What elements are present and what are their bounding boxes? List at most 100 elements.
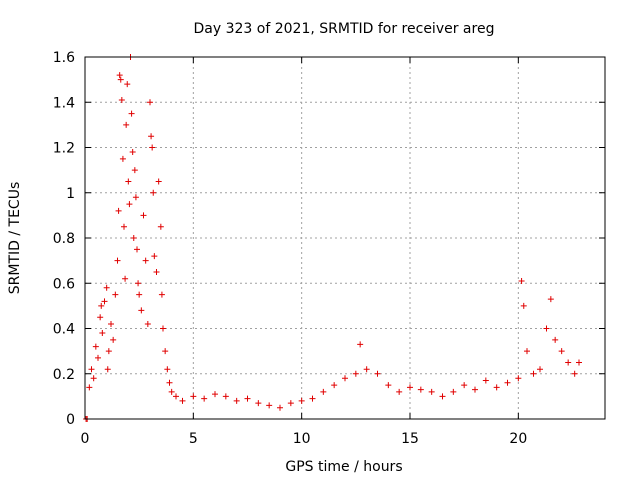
data-point xyxy=(123,121,130,128)
data-point xyxy=(160,325,166,332)
data-point xyxy=(309,395,316,402)
data-point xyxy=(179,397,186,404)
data-point xyxy=(565,359,572,366)
data-point xyxy=(407,384,413,391)
data-point xyxy=(168,388,175,395)
data-point xyxy=(439,393,446,400)
data-point xyxy=(212,391,218,398)
data-point xyxy=(518,277,525,284)
y-tick-label: 1 xyxy=(66,186,75,202)
data-point xyxy=(147,99,153,106)
data-point xyxy=(131,167,138,174)
data-point xyxy=(122,275,129,282)
data-point xyxy=(134,246,140,253)
x-axis-label: GPS time / hours xyxy=(285,459,402,475)
data-point xyxy=(97,314,104,321)
data-point xyxy=(149,144,156,151)
data-point xyxy=(277,404,283,411)
data-point xyxy=(342,375,348,382)
data-point xyxy=(166,379,173,386)
data-point xyxy=(320,388,327,395)
data-point xyxy=(142,257,149,264)
y-tick-label: 0.8 xyxy=(53,231,75,247)
data-point xyxy=(126,201,133,208)
data-point xyxy=(255,400,262,407)
data-point xyxy=(121,223,127,230)
grid-lines xyxy=(85,57,605,419)
data-point xyxy=(543,325,550,332)
data-point xyxy=(138,307,145,314)
data-point xyxy=(155,178,162,185)
data-point xyxy=(151,253,158,260)
data-point xyxy=(520,302,527,309)
data-point xyxy=(98,302,105,309)
data-point xyxy=(450,388,457,395)
data-point xyxy=(129,149,136,156)
data-point xyxy=(428,388,435,395)
y-tick-label: 1.4 xyxy=(53,95,75,111)
data-point xyxy=(222,393,229,400)
data-point xyxy=(108,320,114,327)
data-point xyxy=(233,397,240,404)
data-point xyxy=(530,370,537,377)
data-point xyxy=(153,268,160,275)
y-tick-label: 0.2 xyxy=(53,367,75,383)
data-point xyxy=(104,366,111,373)
data-point xyxy=(515,375,522,382)
data-point xyxy=(244,395,251,402)
x-tick-label: 0 xyxy=(81,431,90,447)
data-point xyxy=(114,257,121,264)
data-point xyxy=(157,223,164,230)
data-point xyxy=(118,96,125,103)
data-point xyxy=(287,400,294,407)
data-point xyxy=(135,280,142,287)
data-point xyxy=(105,348,112,355)
x-tick-label: 20 xyxy=(509,431,527,447)
data-points xyxy=(83,54,582,422)
data-point xyxy=(117,76,124,83)
data-point xyxy=(130,235,137,241)
data-point xyxy=(472,386,478,393)
data-point xyxy=(150,189,157,196)
data-point xyxy=(493,384,500,391)
data-point xyxy=(128,110,135,117)
chart-title: Day 323 of 2021, SRMTID for receiver are… xyxy=(194,21,495,37)
y-tick-label: 1.6 xyxy=(53,50,75,66)
data-point xyxy=(298,397,305,404)
data-point xyxy=(190,393,197,400)
data-point xyxy=(110,336,117,343)
y-tick-label: 0 xyxy=(66,412,75,428)
data-point xyxy=(92,343,99,350)
data-point xyxy=(164,366,171,373)
data-point xyxy=(115,207,122,214)
data-point xyxy=(547,296,554,303)
data-point xyxy=(385,382,392,389)
data-point xyxy=(86,384,93,391)
data-point xyxy=(576,359,582,366)
data-point xyxy=(101,298,108,305)
x-tick-label: 10 xyxy=(293,431,311,447)
data-point xyxy=(461,382,468,389)
data-point xyxy=(90,375,97,382)
x-tick-label: 5 xyxy=(189,431,198,447)
data-point xyxy=(116,72,123,79)
data-point xyxy=(95,354,101,361)
data-point xyxy=(132,194,139,201)
data-point xyxy=(482,377,489,384)
data-point xyxy=(552,336,559,343)
data-point xyxy=(148,133,155,140)
data-point xyxy=(537,366,543,373)
data-point xyxy=(112,291,119,298)
data-point xyxy=(558,348,565,355)
x-tick-label: 15 xyxy=(401,431,419,447)
data-point xyxy=(103,284,110,291)
data-point xyxy=(396,388,403,395)
data-point xyxy=(363,366,370,373)
data-point xyxy=(571,370,578,377)
data-point xyxy=(158,291,165,298)
data-point xyxy=(99,330,106,337)
data-point xyxy=(125,178,132,185)
y-tick-label: 1.2 xyxy=(53,141,75,157)
data-point xyxy=(144,320,151,327)
data-point xyxy=(88,366,95,373)
